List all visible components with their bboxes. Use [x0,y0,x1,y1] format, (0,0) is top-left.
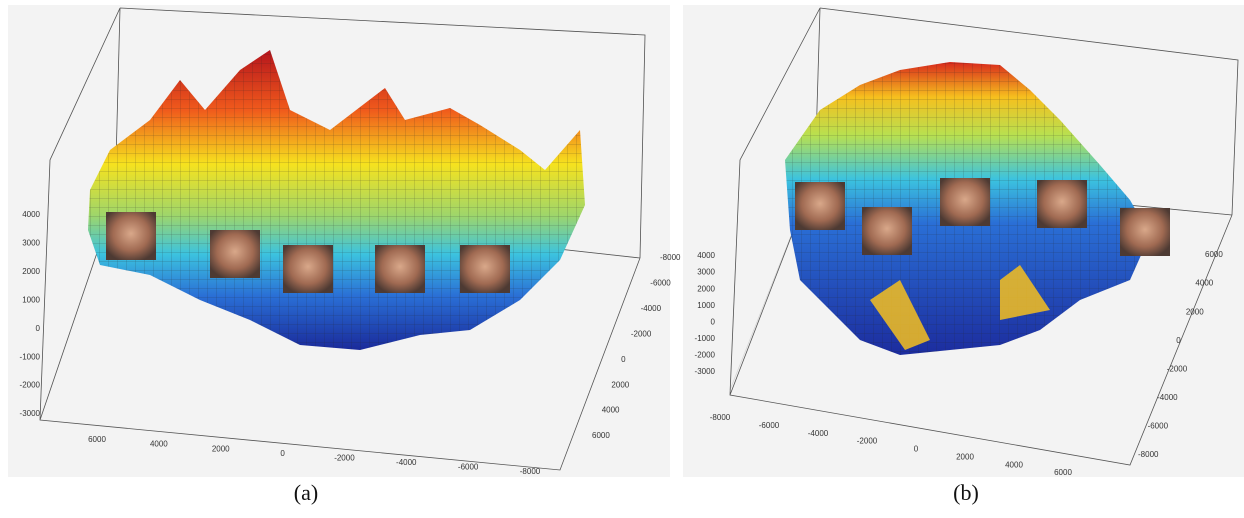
z-tick-label: 3000 [22,239,40,248]
y-tick-label: 0 [621,355,626,364]
panel-caption: (b) [953,480,979,505]
x-tick-label: -8000 [710,413,731,422]
face-images [106,212,510,293]
face-image [375,245,425,293]
face-image [210,230,260,278]
y-tick-label: 4000 [1195,279,1213,288]
z-tick-label: -1000 [695,334,716,343]
z-tick-label: -3000 [695,367,716,376]
surface-peaks [870,265,1050,350]
x-tick-label: 4000 [150,440,168,449]
x-tick-label: -6000 [458,463,479,472]
x-tick-label: -4000 [396,458,417,467]
x-tick-label: 4000 [1005,460,1023,469]
z-tick-label: 1000 [22,295,40,304]
z-tick-label: -1000 [20,352,41,361]
z-tick-label: 1000 [697,301,715,310]
x-tick-label: -8000 [520,467,541,476]
y-tick-label: -4000 [641,304,662,313]
face-image [106,212,156,260]
y-tick-label: -6000 [650,279,671,288]
z-tick-label: 3000 [697,268,715,277]
face-image [1120,208,1170,256]
z-tick-label: 0 [36,324,41,333]
z-tick-label: -3000 [20,409,41,418]
x-tick-label: -2000 [334,453,355,462]
face-image [795,182,845,230]
z-tick-label: -2000 [695,351,716,360]
x-tick-label: 6000 [88,435,106,444]
y-tick-label: 2000 [1186,307,1204,316]
y-tick-label: 6000 [592,431,610,440]
y-tick-label: -8000 [1138,450,1159,459]
panel-caption: (a) [294,480,318,505]
z-tick-label: 2000 [697,284,715,293]
y-tick-label: 4000 [602,406,620,415]
x-tick-label: -2000 [857,437,878,446]
y-tick-label: 6000 [1205,250,1223,259]
y-tick-label: 0 [1176,336,1181,345]
face-image [1037,180,1087,228]
y-tick-label: -6000 [1148,422,1169,431]
z-tick-label: -2000 [20,381,41,390]
panel-a [8,5,670,477]
x-tick-label: 0 [914,445,919,454]
z-tick-label: 4000 [22,210,40,219]
y-tick-label: -2000 [631,329,652,338]
z-tick-label: 4000 [697,251,715,260]
y-tick-label: -2000 [1167,364,1188,373]
y-tick-label: 2000 [611,380,629,389]
face-images [795,178,1170,256]
x-tick-label: -6000 [759,421,780,430]
face-image [862,207,912,255]
face-image [940,178,990,226]
face-image [283,245,333,293]
face-image [460,245,510,293]
x-tick-label: 6000 [1054,468,1072,477]
x-tick-label: 2000 [212,444,230,453]
z-tick-label: 0 [711,317,716,326]
z-tick-label: 2000 [22,267,40,276]
panel-b [683,5,1244,477]
x-tick-label: 0 [280,449,285,458]
y-tick-label: -4000 [1157,393,1178,402]
x-tick-label: 2000 [956,452,974,461]
x-tick-label: -4000 [808,429,829,438]
y-tick-label: -8000 [660,253,681,262]
